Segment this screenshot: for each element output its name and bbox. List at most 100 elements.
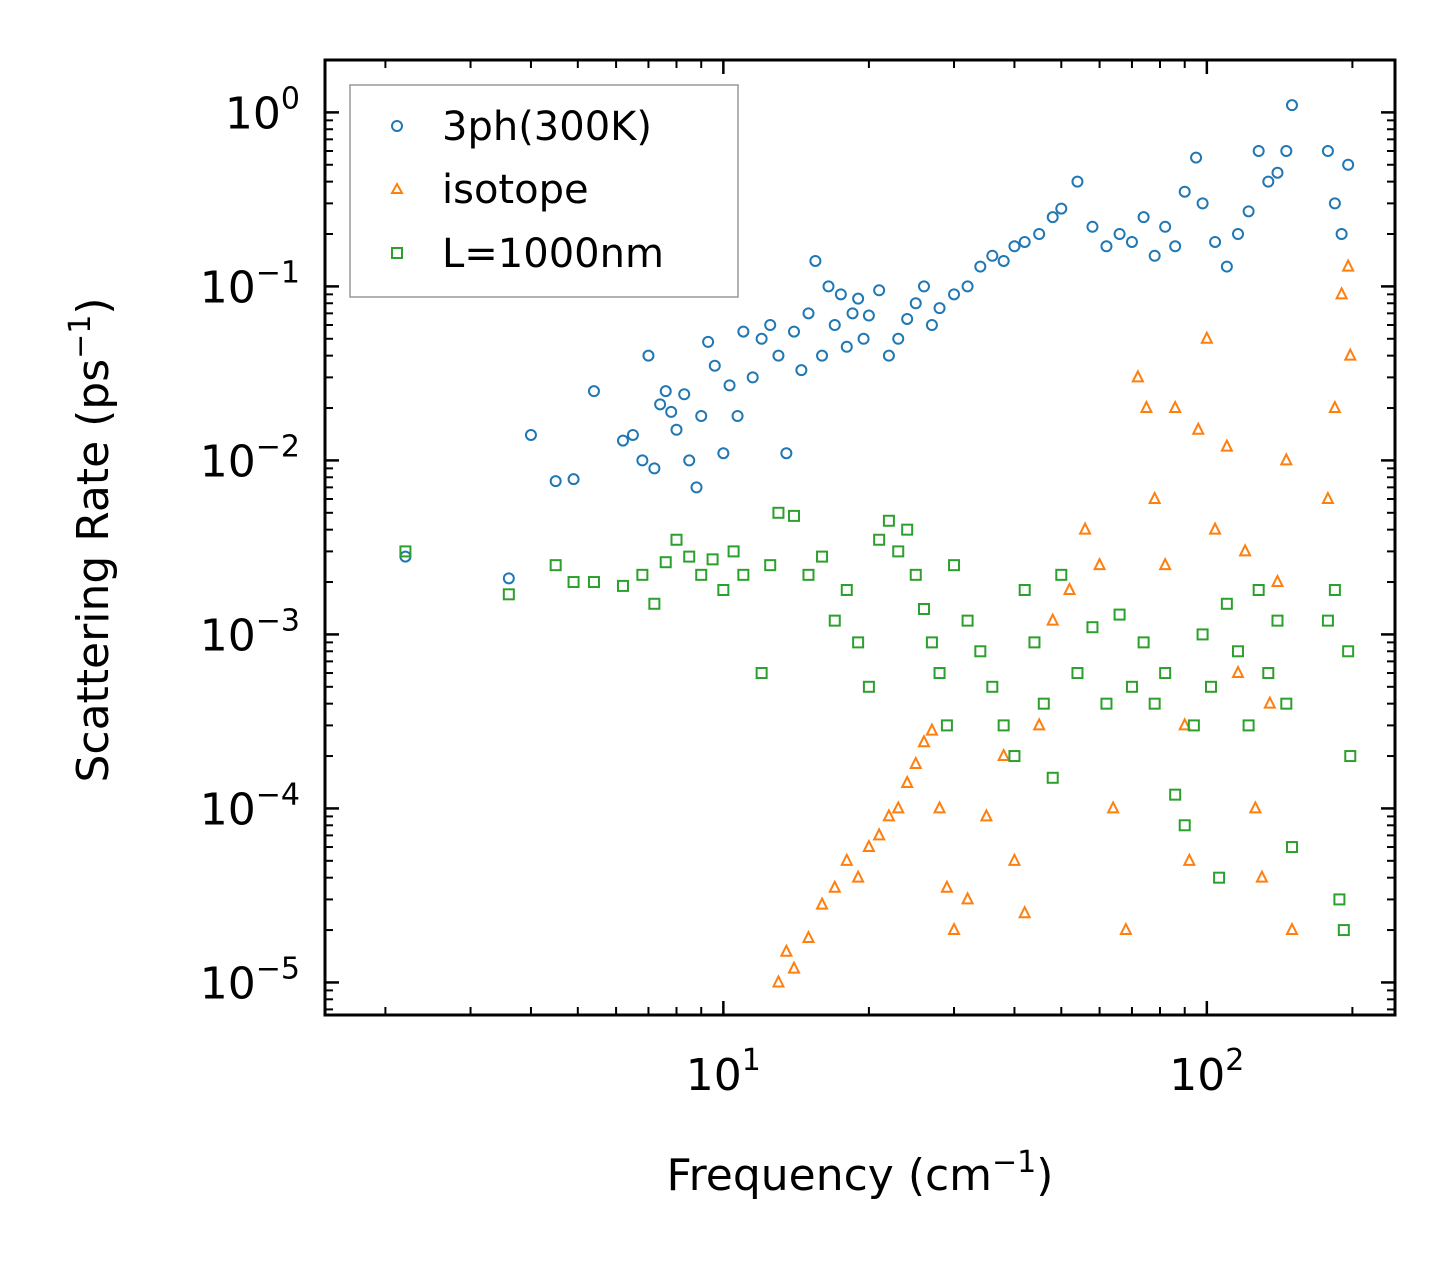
data-point (960, 891, 975, 905)
data-point (1100, 240, 1113, 253)
data-point (1106, 800, 1120, 814)
legend-marker-isotope (390, 181, 404, 194)
data-point (909, 568, 922, 581)
data-point (1231, 664, 1245, 679)
data-point (1062, 581, 1077, 595)
data-point (822, 280, 835, 293)
data-point (901, 523, 914, 536)
data-point (1033, 228, 1046, 241)
data-point (1252, 583, 1265, 596)
data-point (925, 318, 938, 331)
data-point (1335, 228, 1348, 241)
data-point (925, 722, 939, 736)
data-point (636, 568, 649, 581)
data-point (828, 318, 841, 331)
data-point (1159, 667, 1172, 680)
data-point (1196, 197, 1209, 210)
data-point (1159, 220, 1172, 233)
data-point (909, 755, 923, 770)
data-point (1280, 697, 1293, 710)
data-point (1285, 841, 1298, 854)
data-point (1271, 166, 1284, 179)
data-point (1008, 750, 1021, 763)
data-point (1263, 695, 1277, 709)
data-point (1328, 197, 1341, 210)
data-point (948, 288, 961, 301)
data-point (1018, 583, 1031, 596)
data-point (549, 475, 562, 488)
legend-marker-l1000nm (391, 247, 403, 259)
data-point (787, 960, 801, 974)
data-point (1007, 852, 1022, 866)
data-point (1178, 717, 1192, 731)
data-point (816, 349, 829, 362)
data-point (933, 667, 946, 680)
data-point (1137, 211, 1150, 224)
data-point (901, 312, 914, 325)
data-point (1342, 158, 1355, 171)
data-point (940, 879, 954, 893)
data-point (1032, 717, 1046, 731)
data-point (1238, 543, 1252, 557)
data-point (1055, 202, 1068, 215)
data-point (834, 288, 847, 301)
data-point (636, 454, 649, 467)
data-point (1285, 921, 1299, 936)
data-point (616, 579, 629, 592)
data-point (1182, 852, 1196, 866)
data-point (587, 385, 600, 398)
data-point (974, 645, 987, 658)
legend-label-isotope: isotope (442, 167, 589, 213)
data-point (1113, 608, 1126, 621)
data-point (1344, 750, 1357, 763)
data-point (909, 297, 922, 310)
data-point (1341, 258, 1355, 272)
data-point (815, 896, 829, 910)
data-point (1252, 144, 1265, 157)
data-point (857, 332, 870, 345)
legend-box (349, 84, 739, 298)
data-point (933, 302, 946, 315)
data-point (948, 559, 961, 572)
data-point (1071, 667, 1084, 680)
data-point (917, 280, 930, 293)
data-point (746, 371, 759, 384)
data-point (1071, 175, 1084, 188)
legend-label-l1000nm: L=1000nm (442, 231, 664, 277)
data-point (659, 385, 672, 398)
data-points (399, 99, 1357, 988)
data-point (648, 597, 661, 610)
data-point (1321, 490, 1335, 505)
data-point (1270, 573, 1285, 588)
data-point (1178, 185, 1191, 198)
data-point (840, 852, 854, 866)
data-point (961, 280, 974, 293)
data-point (974, 260, 987, 273)
data-point (587, 576, 600, 589)
data-point (828, 879, 842, 893)
data-point (1086, 220, 1099, 233)
data-point (626, 428, 639, 441)
data-point (947, 921, 961, 936)
data-point (892, 545, 905, 558)
data-point (979, 808, 994, 822)
data-point (1018, 904, 1032, 919)
data-point (852, 636, 865, 649)
data-point (708, 359, 721, 372)
data-point (873, 533, 886, 546)
data-point (683, 550, 696, 563)
data-point (670, 423, 683, 436)
data-point (1342, 645, 1355, 658)
data-point (1196, 628, 1209, 641)
data-point (1125, 235, 1138, 248)
data-point (1046, 612, 1060, 626)
data-point (1169, 788, 1182, 801)
x-tick-label: 102 (1169, 1043, 1244, 1101)
data-point (851, 869, 865, 883)
data-point (1187, 719, 1200, 732)
tick-labels: 101 102 100 10−1 10−2 10−3 10−4 10−5 (200, 81, 1245, 1101)
data-point (502, 588, 515, 601)
data-point (882, 808, 896, 822)
data-point (940, 719, 953, 732)
data-point (1055, 568, 1068, 581)
